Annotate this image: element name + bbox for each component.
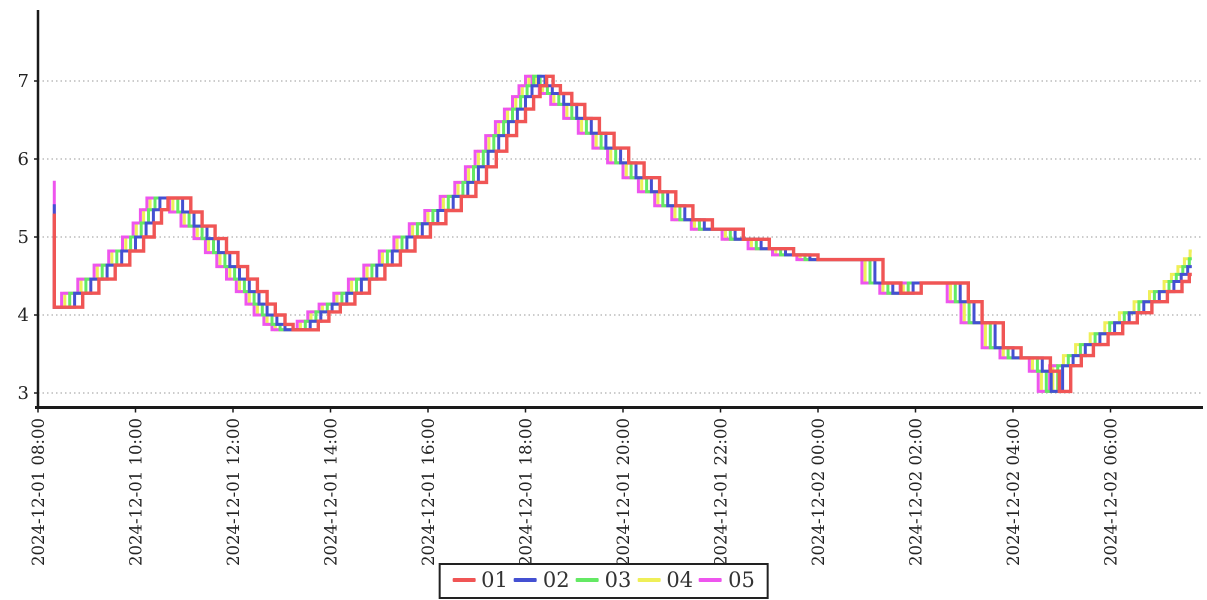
x-tick-label: 2024-12-01 22:00 xyxy=(712,418,731,566)
x-tick-label: 2024-12-01 12:00 xyxy=(224,418,243,566)
legend-label-05: 05 xyxy=(728,568,755,592)
legend-label-04: 04 xyxy=(666,568,694,592)
x-tick-label: 2024-12-01 18:00 xyxy=(517,418,536,566)
x-tick-label: 2024-12-01 14:00 xyxy=(322,418,341,566)
series-line-03 xyxy=(52,74,1192,393)
series-line-05 xyxy=(52,74,1058,393)
legend-item-01: 01 xyxy=(452,567,508,593)
y-tick-label: 3 xyxy=(18,383,29,404)
legend-item-03: 03 xyxy=(575,567,632,593)
series-line-04 xyxy=(52,74,1192,393)
x-tick-label: 2024-12-01 10:00 xyxy=(127,418,146,566)
series-line-01 xyxy=(52,74,1192,394)
x-tick-label: 2024-12-01 16:00 xyxy=(419,418,438,566)
legend-item-05: 05 xyxy=(699,567,755,593)
legend-label-02: 02 xyxy=(542,568,570,592)
legend-label-01: 01 xyxy=(481,568,508,592)
legend-label-03: 03 xyxy=(604,568,632,592)
legend-item-02: 02 xyxy=(513,567,570,593)
legend-item-04: 04 xyxy=(637,567,693,593)
y-tick-label: 6 xyxy=(18,149,29,170)
x-tick-label: 2024-12-01 08:00 xyxy=(29,418,48,566)
legend-swatch-01 xyxy=(452,578,476,582)
legend-swatch-02 xyxy=(513,578,537,582)
x-tick-label: 2024-12-02 06:00 xyxy=(1102,418,1121,566)
y-tick-label: 7 xyxy=(18,71,29,92)
legend-swatch-03 xyxy=(575,578,599,582)
legend-swatch-05 xyxy=(699,578,723,582)
x-tick-label: 2024-12-01 20:00 xyxy=(614,418,633,566)
x-tick-label: 2024-12-02 00:00 xyxy=(809,418,828,566)
x-tick-label: 2024-12-02 04:00 xyxy=(1004,418,1023,566)
series-line-02 xyxy=(52,74,1192,393)
legend: 01 02 03 04 05 xyxy=(438,563,769,599)
legend-swatch-04 xyxy=(637,578,661,582)
y-tick-label: 5 xyxy=(18,227,29,248)
y-tick-label: 4 xyxy=(18,305,29,326)
x-tick-label: 2024-12-02 02:00 xyxy=(907,418,926,566)
